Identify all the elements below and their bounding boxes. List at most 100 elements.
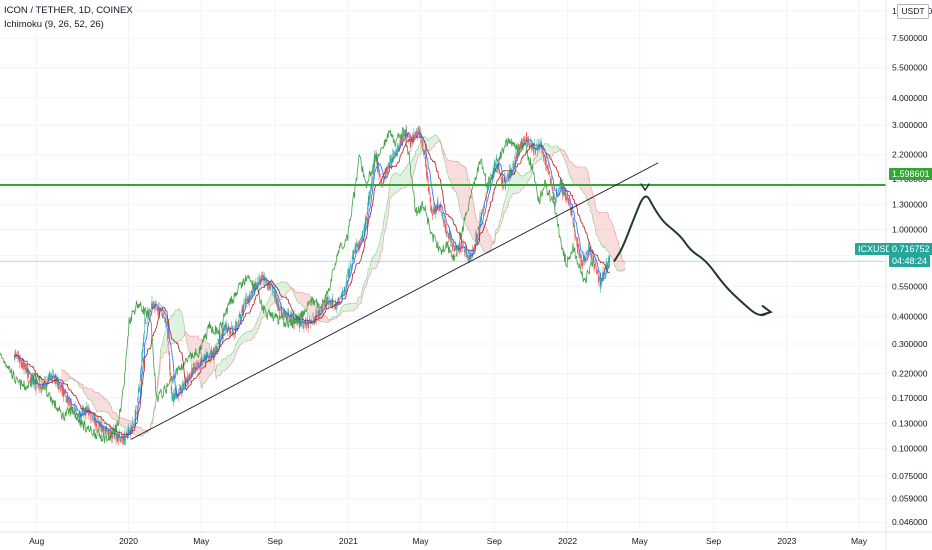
- cloud-segment: [618, 244, 620, 271]
- cloud-segment: [285, 282, 286, 296]
- time-axis[interactable]: Aug 2020 May Sep 2021 May Sep 2022 May Sep 2023 May: [0, 531, 932, 546]
- candle-body: [262, 275, 263, 279]
- candle-body: [523, 137, 525, 141]
- candle-body: [242, 305, 244, 310]
- candle-body: [62, 388, 63, 397]
- indicator-title[interactable]: Ichimoku (9, 26, 52, 26): [4, 19, 104, 30]
- candle: [543, 154, 545, 157]
- user-drawings[interactable]: [0, 162, 886, 440]
- candle-body: [18, 357, 20, 362]
- cloud-segment: [442, 149, 444, 155]
- cloud-segment: [285, 282, 287, 294]
- candle-body: [582, 263, 583, 268]
- candle: [546, 165, 548, 173]
- candle-body: [215, 344, 217, 351]
- candle: [432, 208, 434, 216]
- candle: [467, 254, 469, 259]
- candle-body: [552, 191, 554, 198]
- candle-body: [540, 143, 542, 148]
- cloud-segment: [344, 304, 345, 312]
- candle-body: [558, 189, 559, 193]
- symbol-title[interactable]: ICON / TETHER, 1D, COINEX: [4, 5, 133, 16]
- peak-marker[interactable]: [640, 183, 650, 192]
- candle: [53, 369, 54, 380]
- cloud-segment: [92, 389, 94, 406]
- cloud-segment: [461, 165, 463, 219]
- candle: [81, 405, 83, 415]
- candle-body: [545, 156, 546, 166]
- candle: [484, 201, 486, 208]
- candle-body: [340, 297, 341, 298]
- cloud-segment: [251, 329, 252, 341]
- cloud-segment: [463, 165, 465, 222]
- candle: [155, 301, 157, 306]
- candle-body: [280, 309, 282, 315]
- candle-body: [125, 438, 126, 441]
- candle: [485, 192, 487, 203]
- candle-body: [283, 311, 285, 316]
- candle-body: [212, 353, 213, 357]
- cloud-segment: [473, 201, 474, 241]
- candle: [143, 333, 144, 347]
- candle-body: [402, 133, 404, 138]
- candle: [196, 360, 198, 366]
- cloud-segment: [577, 167, 579, 186]
- projection-arrow-head[interactable]: [759, 305, 773, 317]
- currency-unit-label[interactable]: USDT: [897, 4, 929, 19]
- cloud-segment: [296, 291, 297, 301]
- cloud-segment: [271, 291, 273, 305]
- price-axis[interactable]: 10.0000007.5000005.5000004.0000003.00000…: [885, 0, 932, 550]
- candle-body: [223, 324, 225, 330]
- candle: [397, 143, 398, 158]
- candle-body: [464, 249, 465, 254]
- candle: [20, 358, 22, 368]
- candle: [202, 354, 204, 366]
- x-tick-label: Sep: [706, 536, 721, 546]
- candle: [515, 157, 516, 164]
- candle-body: [158, 306, 159, 315]
- cloud-segment: [604, 212, 606, 248]
- cloud-segment: [163, 336, 164, 353]
- candle: [609, 254, 610, 265]
- cloud-segment: [576, 166, 577, 185]
- candle-body: [346, 278, 347, 284]
- support-trendline[interactable]: [130, 162, 659, 440]
- candle-body: [435, 205, 437, 211]
- candle: [154, 303, 155, 314]
- candle-body: [130, 424, 132, 432]
- candle: [464, 248, 465, 257]
- candle: [269, 283, 271, 289]
- cloud-segment: [398, 174, 400, 191]
- candle-body: [514, 156, 516, 160]
- candle: [277, 300, 279, 311]
- cloud-segment: [176, 309, 178, 343]
- cloud-segment: [615, 232, 617, 270]
- candle-body: [18, 356, 19, 359]
- cloud-segment: [181, 313, 183, 341]
- candle-body: [585, 257, 586, 260]
- cloud-segment: [84, 387, 85, 395]
- cloud-segment: [447, 158, 449, 176]
- cloud-segment: [259, 313, 261, 326]
- projection-path[interactable]: [613, 195, 772, 316]
- cloud-segment: [607, 213, 609, 253]
- cloud-segment: [192, 336, 193, 366]
- candle-body: [227, 326, 229, 327]
- candle-body: [30, 376, 32, 384]
- cloud-segment: [342, 305, 344, 312]
- candle-body: [259, 280, 260, 281]
- candle-body: [38, 386, 40, 388]
- candle-body: [555, 193, 557, 200]
- candle-body: [547, 164, 549, 168]
- cloud-segment: [281, 281, 283, 299]
- cloud-segment: [120, 417, 122, 427]
- candle-body: [454, 248, 456, 251]
- candle-body: [480, 220, 481, 223]
- cloud-segment: [255, 323, 256, 334]
- candle: [133, 422, 134, 428]
- candle: [535, 148, 537, 156]
- candle-body: [232, 327, 233, 333]
- candle: [354, 243, 356, 254]
- candle-body: [232, 330, 234, 334]
